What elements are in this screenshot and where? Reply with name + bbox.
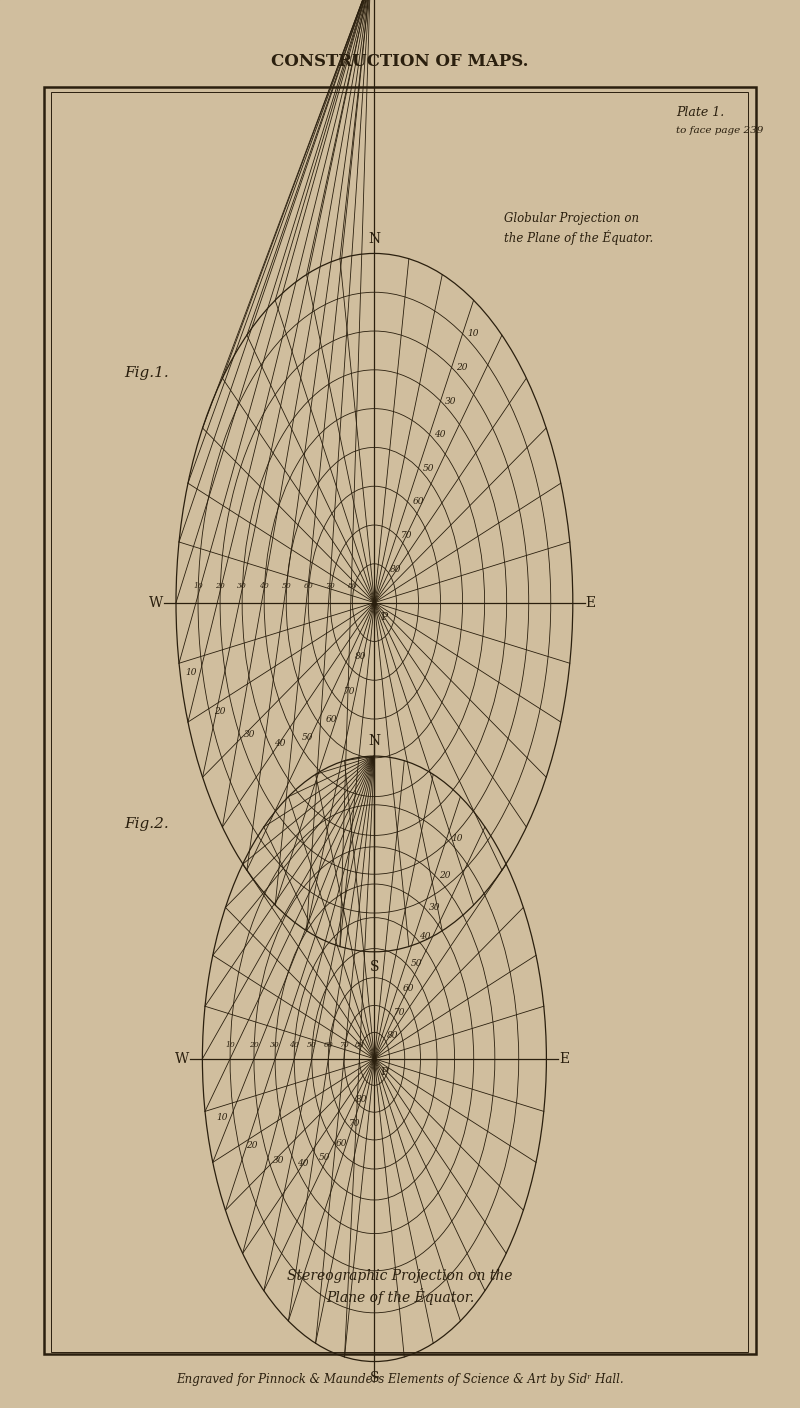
Text: 50: 50 (423, 463, 434, 473)
Bar (44, 87, 756, 1354)
Text: 40: 40 (419, 932, 431, 941)
Text: 40: 40 (274, 739, 286, 748)
Text: 80: 80 (347, 582, 358, 590)
Text: 40: 40 (298, 1159, 309, 1169)
Text: 80: 80 (355, 652, 366, 662)
Text: 10: 10 (193, 582, 203, 590)
Text: to face page 239: to face page 239 (676, 127, 763, 135)
Text: 20: 20 (439, 870, 451, 880)
Text: 30: 30 (244, 731, 256, 739)
Text: CONSTRUCTION OF MAPS.: CONSTRUCTION OF MAPS. (271, 54, 529, 70)
Text: S: S (370, 1371, 379, 1385)
Text: Plate 1.: Plate 1. (676, 106, 724, 120)
Text: the Plane of the Équator.: the Plane of the Équator. (504, 231, 654, 245)
Text: S: S (370, 960, 379, 974)
Text: 20: 20 (246, 1140, 258, 1150)
Text: 40: 40 (259, 582, 269, 590)
Text: 80: 80 (390, 565, 402, 573)
Text: 60: 60 (303, 582, 313, 590)
Text: W: W (175, 1052, 190, 1066)
Text: 20: 20 (456, 363, 468, 372)
Text: 40: 40 (290, 1041, 299, 1049)
Text: 70: 70 (349, 1119, 360, 1128)
Text: 30: 30 (238, 582, 247, 590)
Text: 80: 80 (386, 1032, 398, 1041)
Text: P: P (380, 612, 387, 622)
Text: 70: 70 (326, 582, 335, 590)
Bar (51, 92, 748, 1352)
Text: 60: 60 (336, 1139, 347, 1148)
Text: 20: 20 (214, 707, 226, 715)
Text: 10: 10 (186, 667, 197, 677)
Text: Plane of the Équator.: Plane of the Équator. (326, 1288, 474, 1305)
Text: 10: 10 (451, 835, 463, 843)
Text: 70: 70 (402, 531, 413, 539)
Text: 70: 70 (339, 1041, 349, 1049)
Text: 10: 10 (225, 1041, 235, 1049)
Text: 30: 30 (446, 397, 457, 406)
Text: 80: 80 (354, 1041, 364, 1049)
Text: 50: 50 (410, 959, 422, 967)
Text: Fig.1.: Fig.1. (124, 366, 169, 380)
Text: 50: 50 (282, 582, 291, 590)
Text: 30: 30 (429, 903, 440, 912)
Text: N: N (368, 232, 381, 246)
Text: 60: 60 (412, 497, 424, 507)
Text: 30: 30 (270, 1041, 280, 1049)
Text: 60: 60 (326, 715, 338, 724)
Text: E: E (586, 596, 596, 610)
Text: Fig.2.: Fig.2. (124, 817, 169, 831)
Text: 20: 20 (215, 582, 225, 590)
Text: E: E (559, 1052, 570, 1066)
Text: 10: 10 (217, 1112, 228, 1122)
Text: 50: 50 (307, 1041, 317, 1049)
Text: 70: 70 (344, 687, 355, 696)
Text: 60: 60 (323, 1041, 333, 1049)
Text: P: P (380, 1067, 387, 1077)
Text: W: W (149, 596, 163, 610)
Text: 50: 50 (318, 1153, 330, 1162)
Text: 40: 40 (434, 429, 446, 439)
Text: Globular Projection on: Globular Projection on (504, 211, 639, 225)
Text: Stereographic Projection on the: Stereographic Projection on the (287, 1269, 513, 1283)
Text: Engraved for Pinnock & Maunders Elements of Science & Art by Sidʳ Hall.: Engraved for Pinnock & Maunders Elements… (176, 1373, 624, 1387)
Text: 10: 10 (467, 329, 479, 338)
Text: 20: 20 (249, 1041, 259, 1049)
Text: 30: 30 (273, 1156, 285, 1164)
Text: 70: 70 (394, 1008, 406, 1017)
Text: N: N (368, 734, 381, 748)
Text: 80: 80 (356, 1095, 368, 1104)
Text: 60: 60 (402, 984, 414, 993)
Text: 50: 50 (302, 732, 314, 742)
